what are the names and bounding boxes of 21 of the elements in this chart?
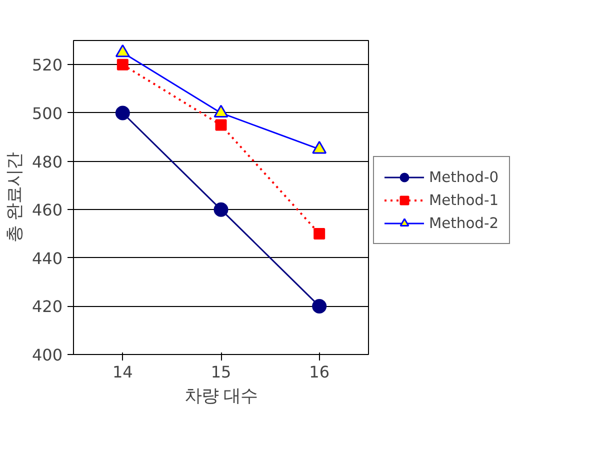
point [215, 119, 227, 131]
y-tick-label: 500 [32, 104, 63, 123]
point [312, 298, 327, 314]
legend-label: Method-0 [429, 168, 499, 186]
x-axis-title: 차량 대수 [184, 386, 258, 406]
y-axis-title: 총 완료시간 [4, 152, 24, 242]
legend-label: Method-2 [429, 214, 499, 232]
x-tick-label: 15 [210, 362, 232, 382]
y-tick-label: 440 [32, 248, 63, 268]
y-tick-label: 460 [32, 200, 63, 220]
x-tick-label: 16 [309, 362, 330, 382]
y-tick-label: 400 [32, 346, 63, 364]
y-tick-label: 480 [32, 152, 63, 172]
y-tick-label: 520 [32, 56, 63, 75]
y-tick-label: 420 [32, 297, 63, 316]
point [116, 58, 128, 70]
legend-label: Method-1 [429, 192, 499, 208]
x-tick-label: 14 [112, 362, 133, 382]
point [214, 202, 228, 217]
point [314, 228, 326, 240]
point [115, 106, 130, 120]
